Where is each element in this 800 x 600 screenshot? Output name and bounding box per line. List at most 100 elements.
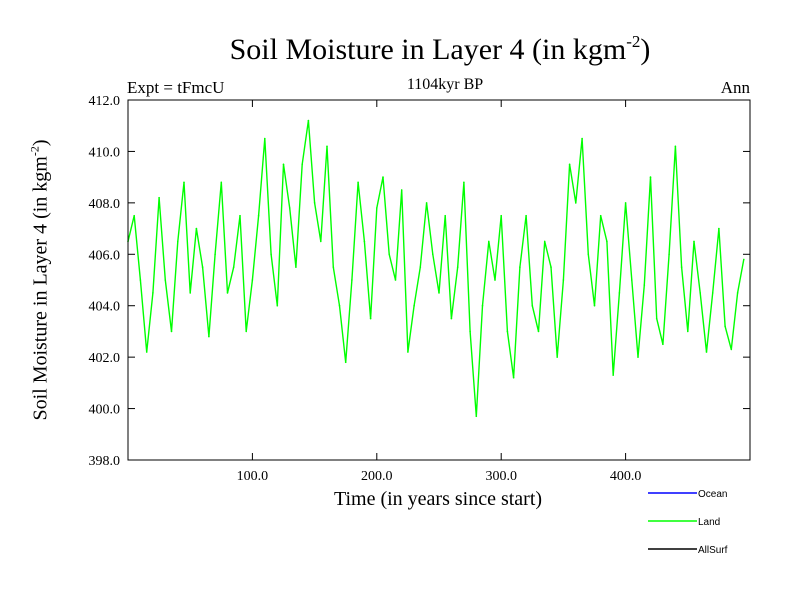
y-tick-label: 410.0 xyxy=(89,145,121,160)
data-point xyxy=(519,266,521,268)
data-point xyxy=(556,356,558,358)
plot-frame xyxy=(127,99,751,461)
data-point xyxy=(320,240,322,243)
chart-title-text: Soil Moisture in Layer 4 (in kgm xyxy=(229,33,627,66)
y-tick-label: 412.0 xyxy=(89,94,121,109)
data-point xyxy=(400,189,403,191)
data-point xyxy=(599,214,602,217)
data-point xyxy=(419,266,422,268)
data-point xyxy=(543,240,546,243)
data-point xyxy=(158,196,160,199)
data-point xyxy=(351,279,353,281)
data-point xyxy=(344,361,347,364)
series-layer xyxy=(127,119,745,418)
data-point xyxy=(506,330,509,333)
data-point xyxy=(655,317,658,320)
data-point xyxy=(195,227,198,230)
data-point xyxy=(432,253,434,256)
data-point xyxy=(177,240,179,243)
data-point xyxy=(164,279,167,281)
data-point xyxy=(295,266,297,268)
data-point xyxy=(257,214,260,217)
data-point xyxy=(587,253,590,256)
data-point xyxy=(444,214,447,217)
legend-label: AllSurf xyxy=(698,545,728,556)
data-point xyxy=(413,304,415,307)
y-tick-label: 404.0 xyxy=(89,300,121,315)
data-point xyxy=(475,415,478,418)
data-point xyxy=(438,292,440,294)
data-point xyxy=(593,304,596,307)
data-point xyxy=(369,317,372,320)
data-point xyxy=(407,351,409,353)
data-point xyxy=(220,181,223,184)
data-point xyxy=(208,335,210,338)
data-point xyxy=(469,330,471,333)
y-tick-label: 408.0 xyxy=(89,197,121,212)
legend-item-land: Land xyxy=(648,517,720,528)
data-point xyxy=(736,292,739,294)
data-point xyxy=(232,266,235,268)
y-tick-label: 402.0 xyxy=(89,351,121,366)
data-point xyxy=(307,119,310,122)
data-point xyxy=(226,292,229,294)
data-point xyxy=(668,253,670,256)
data-point xyxy=(500,214,503,217)
data-point xyxy=(251,279,254,281)
data-point xyxy=(189,292,191,294)
data-point xyxy=(481,304,484,307)
data-point xyxy=(724,325,726,328)
ticks-layer: 100.0 200.0 300.0 400.0 398.0 400.0 402.0 404.0… xyxy=(89,94,750,484)
data-point xyxy=(288,207,291,209)
data-point xyxy=(388,253,391,256)
data-point xyxy=(730,348,733,351)
data-point xyxy=(456,266,459,268)
chart-title-superscript: -2 xyxy=(626,32,641,51)
series-line xyxy=(127,119,745,417)
data-point xyxy=(575,202,577,204)
y-tick-label: 406.0 xyxy=(89,248,121,263)
data-point xyxy=(239,214,241,217)
data-point xyxy=(326,145,328,148)
data-point xyxy=(649,176,652,178)
data-point xyxy=(270,253,272,256)
data-point xyxy=(363,240,366,243)
data-point xyxy=(568,163,571,166)
data-point xyxy=(612,374,614,376)
data-point xyxy=(562,279,565,281)
data-point xyxy=(170,330,173,333)
data-point xyxy=(145,351,148,353)
season-label: Ann xyxy=(720,78,750,97)
chart-subtitle: 1104kyr BP xyxy=(406,76,484,93)
data-point xyxy=(463,181,465,184)
data-point xyxy=(357,181,359,184)
data-point xyxy=(631,279,633,281)
data-point xyxy=(662,343,664,346)
data-point xyxy=(425,202,428,204)
x-tick-label: 300.0 xyxy=(485,469,517,484)
data-point xyxy=(450,317,453,320)
legend-item-allsurf: AllSurf xyxy=(648,545,728,556)
data-point xyxy=(711,292,714,294)
data-point xyxy=(718,227,720,230)
y-tick-label: 398.0 xyxy=(89,454,121,469)
data-point xyxy=(332,266,335,268)
data-point xyxy=(488,240,490,243)
data-point xyxy=(494,279,496,281)
data-point xyxy=(282,163,285,166)
data-point xyxy=(743,258,745,261)
data-point xyxy=(245,330,247,333)
legend-item-ocean: Ocean xyxy=(648,489,727,500)
series-land xyxy=(127,119,745,418)
data-point xyxy=(152,292,154,294)
chart-title-end: ) xyxy=(640,33,651,66)
data-point xyxy=(699,292,701,294)
data-point xyxy=(606,240,608,243)
data-point xyxy=(139,279,142,281)
x-axis-label: Time (in years since start) xyxy=(333,488,543,510)
data-point xyxy=(550,266,552,268)
data-point xyxy=(264,137,266,140)
legend-label: Land xyxy=(698,517,720,528)
legend: Ocean Land AllSurf xyxy=(648,489,728,556)
data-point xyxy=(581,137,583,140)
